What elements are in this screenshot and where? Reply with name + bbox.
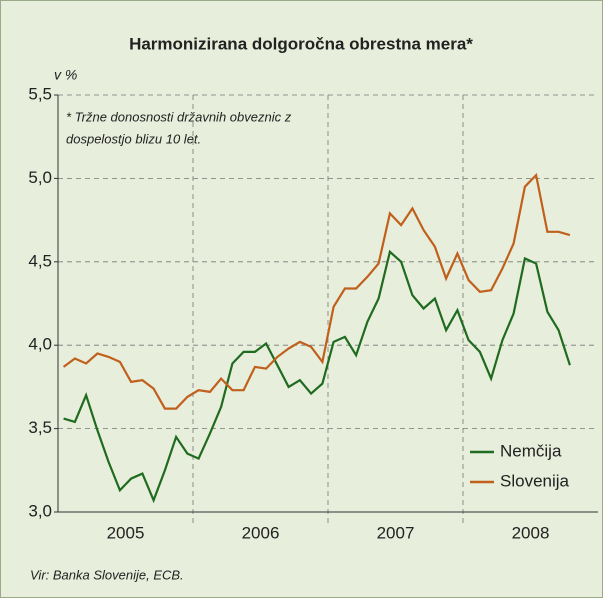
y-tick-label: 5,5 — [28, 84, 52, 103]
x-tick-label: 2008 — [512, 523, 550, 542]
y-axis-label: v % — [54, 67, 77, 83]
y-tick-label: 4,0 — [28, 335, 52, 354]
source: Vir: Banka Slovenije, ECB. — [30, 567, 184, 582]
y-tick-label: 5,0 — [28, 168, 52, 187]
x-tick-label: 2007 — [377, 523, 415, 542]
x-tick-label: 2006 — [242, 523, 280, 542]
x-tick-label: 2005 — [107, 523, 145, 542]
y-tick-label: 4,5 — [28, 251, 52, 270]
annotation: dospelostjo blizu 10 let. — [66, 131, 201, 146]
y-tick-label: 3,5 — [28, 418, 52, 437]
y-tick-label: 3,0 — [28, 501, 52, 520]
legend-label: Nemčija — [500, 441, 562, 460]
series-line — [62, 172, 571, 410]
legend-label: Slovenija — [500, 471, 570, 490]
chart-title: Harmonizirana dolgoročna obrestna mera* — [129, 34, 473, 53]
annotation: * Tržne donosnosti državnih obveznic z — [66, 109, 292, 124]
series-line — [63, 249, 571, 504]
